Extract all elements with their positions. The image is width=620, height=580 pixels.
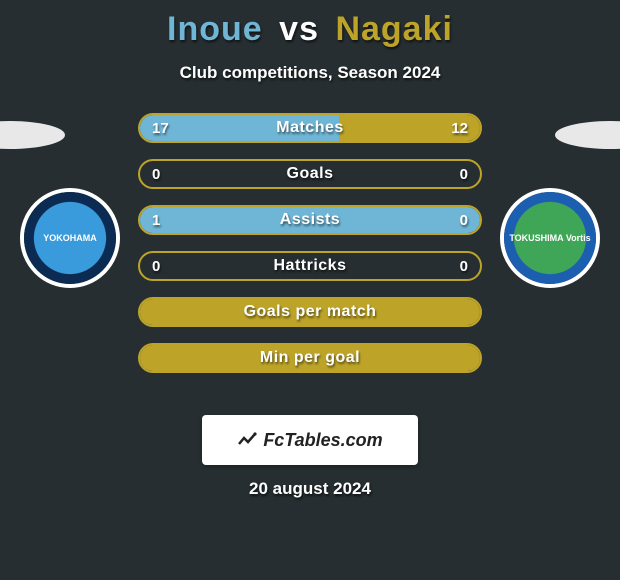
team1-badge: YOKOHAMA	[20, 188, 120, 288]
team2-badge: TOKUSHIMA Vortis	[500, 188, 600, 288]
stat-row: Goals per match	[138, 297, 482, 327]
team2-badge-label: TOKUSHIMA Vortis	[509, 233, 590, 243]
stat-value-left: 0	[152, 253, 160, 279]
stat-row: Hattricks0 0	[138, 251, 482, 281]
brand-icon	[237, 430, 257, 450]
stat-value-left: 0	[152, 161, 160, 187]
stat-row: Assists1 0	[138, 205, 482, 235]
stat-label: Matches	[140, 115, 480, 141]
ellipse-right	[555, 121, 620, 149]
stat-value-right: 0	[460, 161, 468, 187]
stat-bars: Matches1712Goals00Assists10Hattricks00Go…	[138, 113, 482, 389]
stat-label: Hattricks	[140, 253, 480, 279]
stats-arena: YOKOHAMA TOKUSHIMA Vortis Matches17 12 Goa…	[0, 113, 620, 413]
player2-name: Nagaki	[335, 10, 453, 48]
stat-value-left: 17	[152, 115, 169, 141]
player1-name: Inoue	[167, 10, 263, 48]
brand-box: FcTables.com	[202, 415, 418, 465]
stat-label: Min per goal	[140, 345, 480, 371]
stat-label: Assists	[140, 207, 480, 233]
subtitle: Club competitions, Season 2024	[0, 63, 620, 83]
stat-label: Goals per match	[140, 299, 480, 325]
team1-badge-label: YOKOHAMA	[43, 233, 97, 243]
stat-row: Goals0 0	[138, 159, 482, 189]
stat-value-right: 0	[460, 253, 468, 279]
vs-text: vs	[279, 10, 319, 48]
stat-row: Matches17 12	[138, 113, 482, 143]
brand-text: FcTables.com	[263, 430, 382, 451]
stat-row: Min per goal	[138, 343, 482, 373]
stat-value-left: 1	[152, 207, 160, 233]
stat-label: Goals	[140, 161, 480, 187]
stat-value-right: 0	[460, 207, 468, 233]
team2-badge-inner: TOKUSHIMA Vortis	[504, 192, 596, 284]
stat-value-right: 12	[451, 115, 468, 141]
page-title: Inoue vs Nagaki	[0, 0, 620, 49]
team1-badge-inner: YOKOHAMA	[24, 192, 116, 284]
date-text: 20 august 2024	[0, 479, 620, 499]
ellipse-left	[0, 121, 65, 149]
